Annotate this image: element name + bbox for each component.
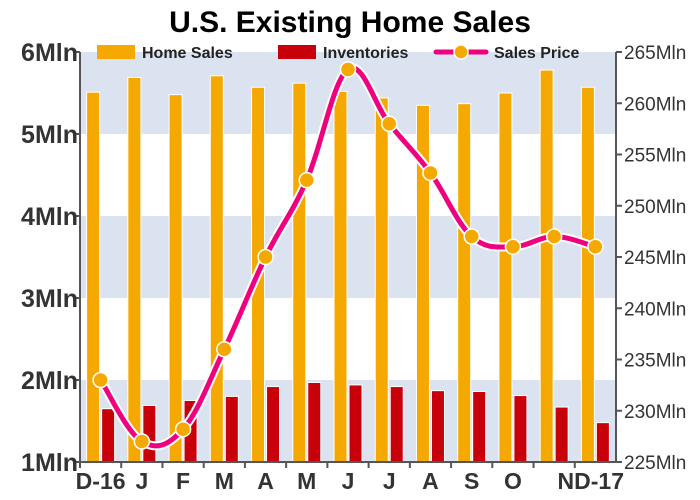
sales-price-point [174, 420, 192, 438]
x-axis-ticks: D-16 J F M A M J J A S O ND-17 [76, 462, 624, 494]
inventories-bar [595, 422, 610, 463]
x-tick-label: ND-17 [558, 468, 624, 494]
right-tick-label: 235Mln [624, 351, 686, 372]
right-tick-label: 245Mln [624, 248, 686, 269]
right-tick-label: 255Mln [624, 146, 686, 167]
sales-price-point [504, 238, 522, 255]
home-sales-bar [580, 86, 595, 463]
home-sales-bar [168, 94, 183, 463]
legend: Home Sales Inventories Sales Price [97, 44, 580, 62]
home-sales-bar [374, 97, 389, 463]
chart-title: U.S. Existing Home Sales [169, 6, 531, 39]
sales-price-point [587, 238, 604, 255]
legend-label-sales-price: Sales Price [494, 45, 580, 62]
left-tick-label: 2Mln [21, 367, 78, 395]
x-tick-label: J [383, 468, 396, 494]
left-tick-label: 4Mln [21, 203, 78, 231]
inventories-bar [307, 381, 322, 463]
x-tick-label: M [297, 468, 316, 494]
inventories-bar [101, 408, 116, 463]
right-tick-label: 250Mln [624, 197, 686, 218]
x-tick-label: A [257, 468, 274, 494]
right-tick-label: 260Mln [624, 94, 686, 115]
home-sales-bar [209, 75, 224, 463]
left-tick-label: 5Mln [21, 121, 78, 149]
home-sales-bar [457, 103, 472, 463]
legend-label-inventories: Inventories [323, 45, 408, 62]
legend-label-home-sales: Home Sales [142, 45, 233, 62]
home-sales-bar [127, 76, 142, 463]
legend-swatch-inventories [278, 45, 316, 59]
left-tick-label: 6Mln [21, 39, 78, 67]
sales-price-point [463, 228, 480, 245]
sales-price-point [380, 115, 398, 132]
sales-price-point [92, 371, 109, 389]
x-tick-label: S [464, 468, 479, 494]
sales-price-series [92, 61, 604, 451]
background-bands [80, 52, 616, 462]
legend-marker-sales-price [453, 44, 469, 60]
home-sales-bar [539, 69, 554, 463]
home-sales-bar [292, 82, 307, 463]
background-band [80, 216, 616, 298]
sales-price-point [545, 228, 563, 245]
left-axis-ticks: 1Mln 2Mln 3Mln 4Mln 5Mln 6Mln [21, 39, 80, 477]
right-tick-label: 265Mln [624, 43, 686, 64]
inventories-bar [472, 390, 487, 463]
left-tick-label: 3Mln [21, 285, 78, 313]
sales-price-point [298, 171, 316, 189]
sales-price-point [257, 248, 274, 266]
home-sales-bar [333, 90, 348, 463]
legend-swatch-home-sales [97, 45, 135, 59]
inventories-bar [430, 390, 445, 463]
x-tick-label: J [135, 468, 148, 494]
inventories-bar [224, 395, 239, 463]
left-tick-label: 1Mln [21, 449, 78, 477]
right-axis-ticks: 225Mln 230Mln 235Mln 240Mln 245Mln 250Mln 255M… [616, 43, 686, 474]
inventories-bar [513, 395, 528, 463]
sales-price-point [339, 61, 357, 78]
sales-price-point [216, 341, 233, 358]
right-tick-label: 225Mln [624, 453, 686, 474]
x-tick-label: O [504, 468, 522, 494]
home-sales-bar [86, 91, 101, 463]
x-tick-label: A [422, 468, 439, 494]
inventories-bar [554, 406, 569, 463]
inventories-bar [142, 404, 157, 463]
inventories-bar [389, 386, 404, 463]
right-tick-label: 240Mln [624, 299, 686, 320]
x-tick-label: J [342, 468, 355, 494]
right-tick-label: 230Mln [624, 402, 686, 423]
home-sales-bar [498, 92, 513, 463]
inventories-bar [348, 384, 363, 463]
inventories-bar [266, 386, 281, 463]
sales-price-point [133, 433, 151, 450]
x-tick-label: M [215, 468, 234, 494]
sales-price-point [422, 164, 439, 182]
x-tick-label: D-16 [76, 468, 126, 494]
x-tick-label: F [176, 468, 190, 494]
